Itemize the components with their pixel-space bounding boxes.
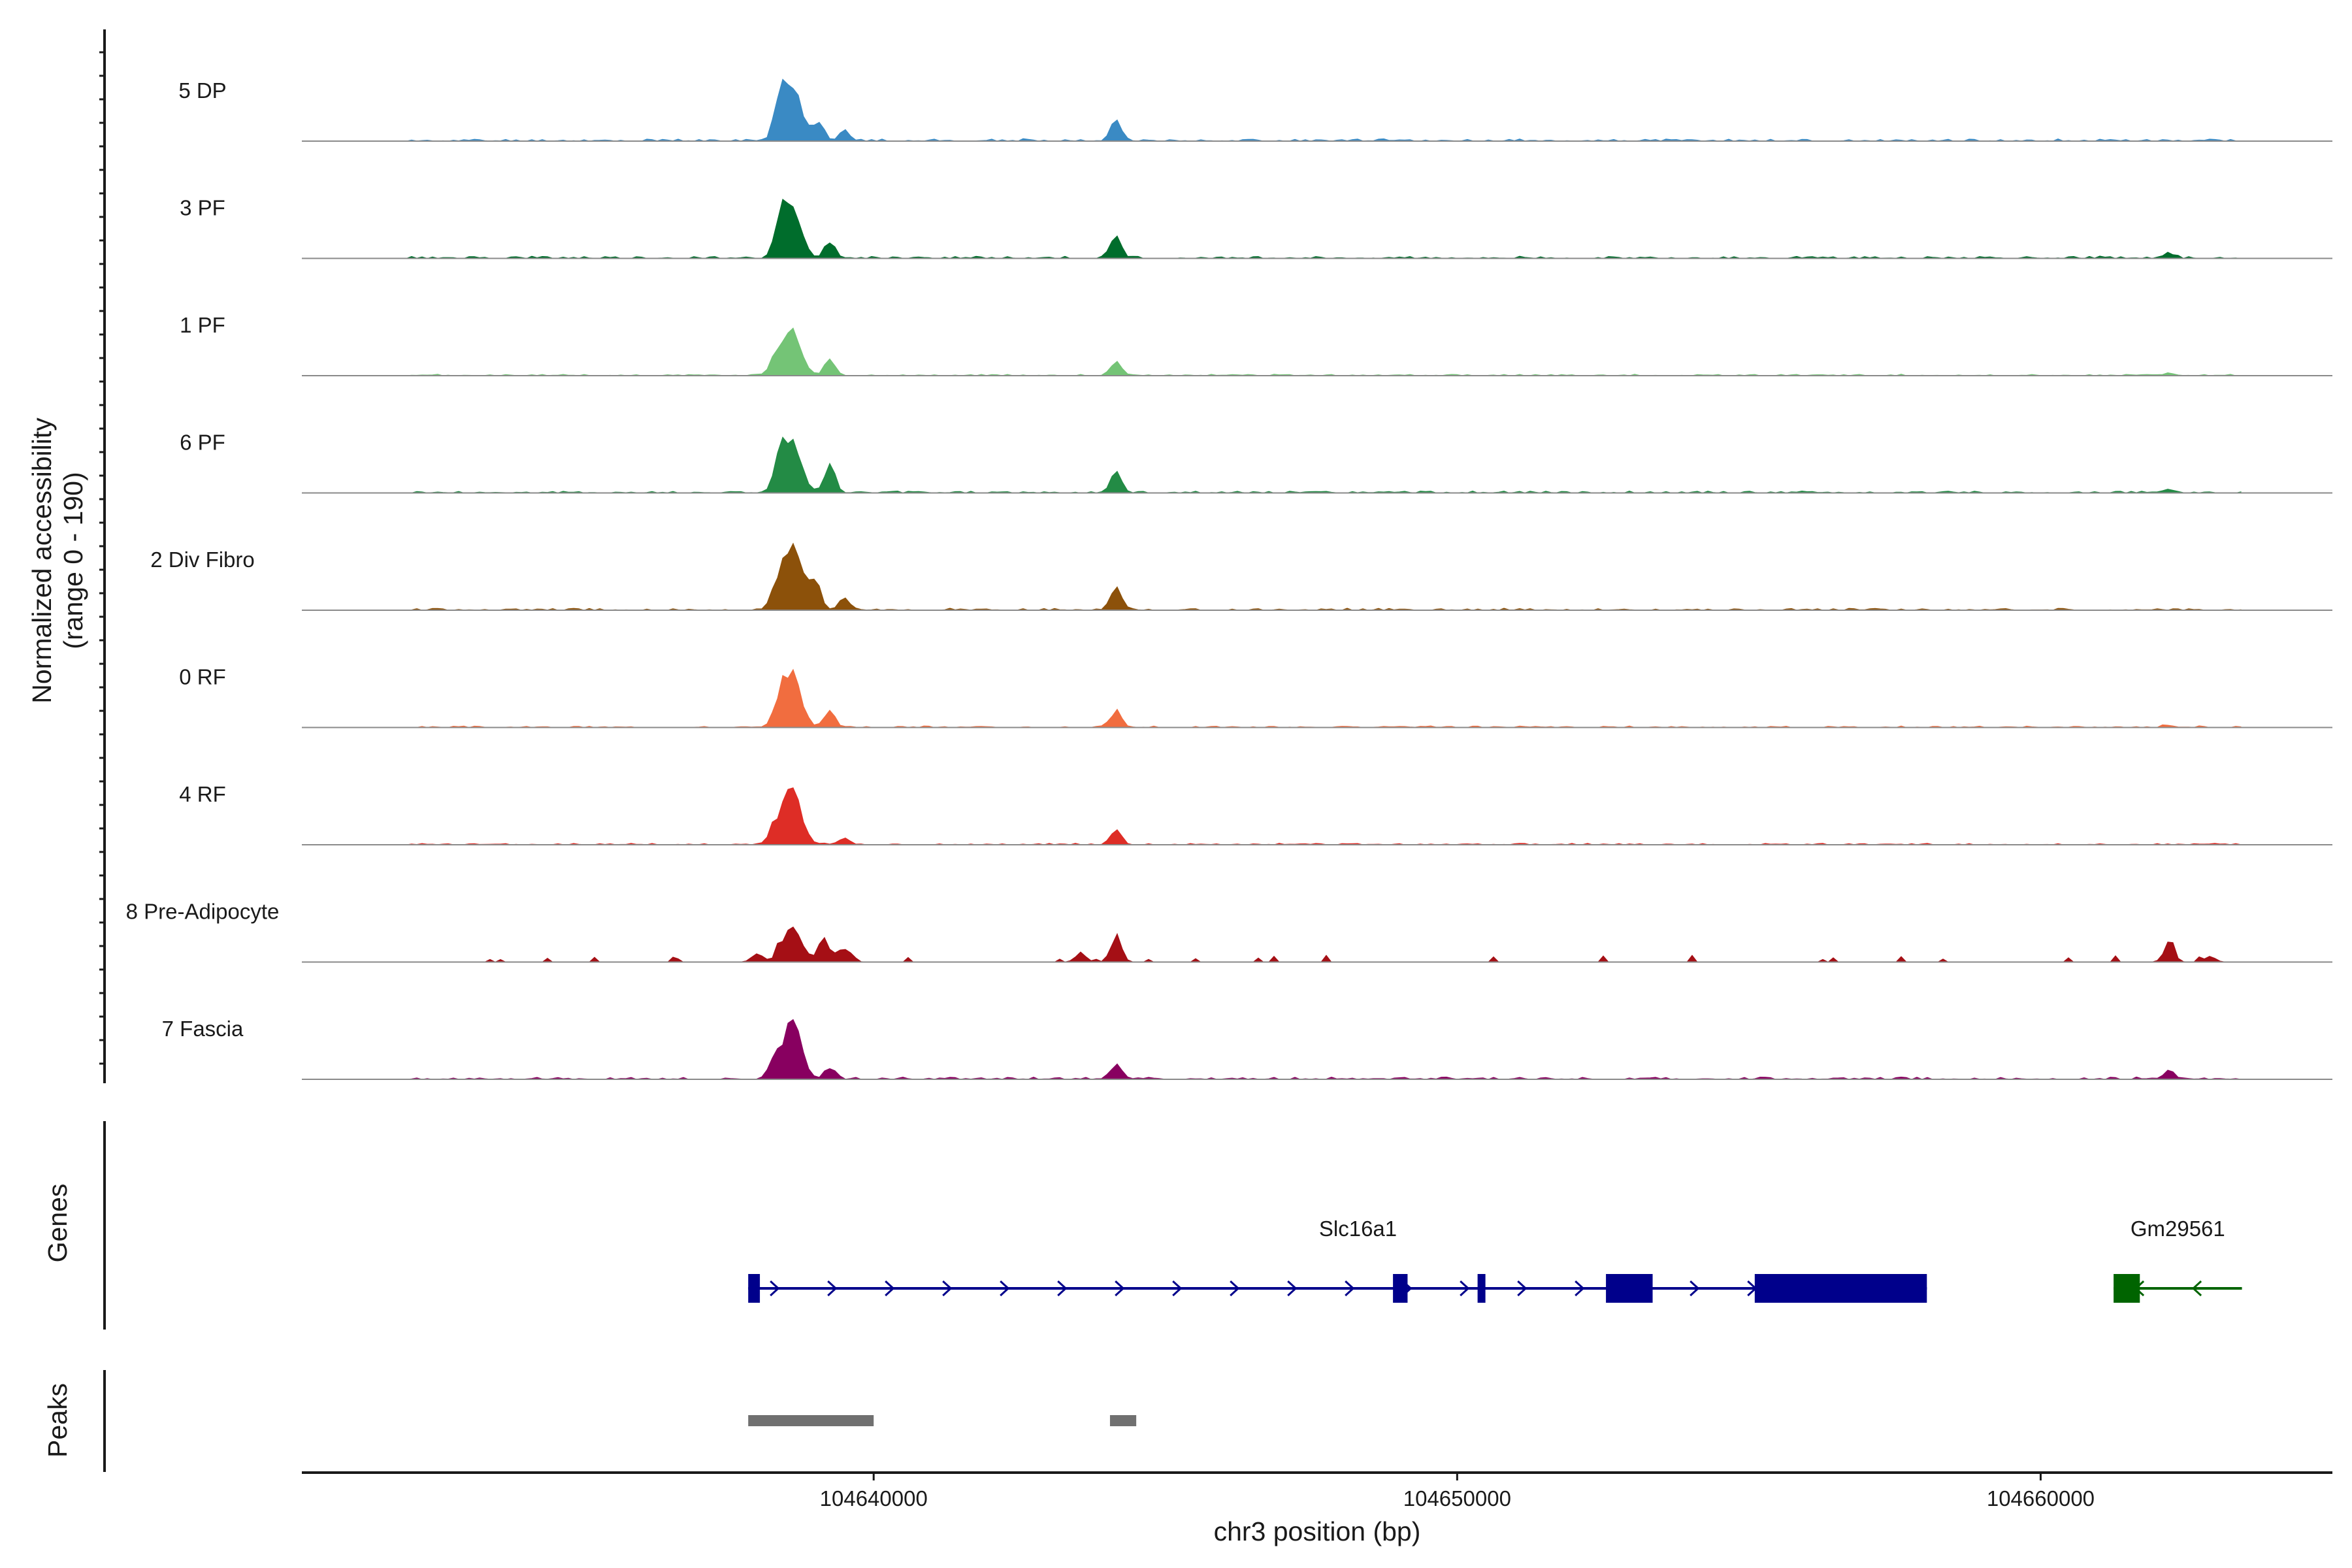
strand-arrow (827, 1280, 838, 1297)
track-label: 8 Pre-Adipocyte (126, 900, 280, 924)
strand-arrow (1172, 1280, 1183, 1297)
peaks-panel-label: Peaks (42, 1383, 73, 1458)
coverage-area-3 (302, 436, 2242, 494)
gene-label: Gm29561 (2131, 1217, 2225, 1241)
strand-arrow (942, 1280, 953, 1297)
strand-arrow (1057, 1280, 1068, 1297)
gene-exon (1754, 1274, 1927, 1303)
coverage-area-5 (302, 668, 2242, 728)
strand-arrow (2191, 1280, 2202, 1297)
peak-region (1109, 1415, 1137, 1426)
coverage-area-0 (302, 78, 2242, 142)
gene-exon (2114, 1274, 2140, 1303)
strand-arrow (1690, 1280, 1700, 1297)
coverage-tracks: 5 DP 3 PF 1 PF 6 PF 2 Div Fibro 0 RF 4 RF 8 Pre… (126, 78, 2332, 1080)
strand-arrow (770, 1280, 780, 1297)
strand-arrow (1575, 1280, 1585, 1297)
gene-exon (748, 1274, 760, 1303)
gene-exon (1606, 1274, 1653, 1303)
track-label: 4 RF (179, 782, 226, 806)
track-label: 1 PF (180, 313, 225, 337)
track-label: 5 DP (178, 78, 226, 103)
peak-region (748, 1415, 874, 1426)
x-axis-title: chr3 position (bp) (1214, 1516, 1421, 1546)
x-axis: chr3 position (bp) 104640000 104650000 104… (302, 1471, 2332, 1546)
strand-arrow (1517, 1280, 1527, 1297)
gene-label: Slc16a1 (1319, 1217, 1397, 1241)
coverage-area-7 (302, 926, 2241, 963)
y-axis-title-line2: (range 0 - 190) (58, 472, 88, 649)
gene-exon (1393, 1274, 1408, 1303)
strand-arrow (885, 1280, 895, 1297)
coverage-area-4 (302, 542, 2242, 611)
y-axis-title: Normalized accessibility (range 0 - 190) (27, 417, 88, 704)
genes-panel-label: Genes (42, 1184, 73, 1263)
coverage-area-2 (302, 327, 2241, 376)
x-tick-label: 104640000 (820, 1486, 928, 1511)
strand-arrow (1460, 1280, 1470, 1297)
strand-arrow (1230, 1280, 1240, 1297)
track-label: 3 PF (180, 196, 225, 220)
strand-arrow (1000, 1280, 1010, 1297)
strand-arrow (1115, 1280, 1125, 1297)
track-label: 2 Div Fibro (150, 547, 255, 572)
coverage-area-6 (302, 787, 2242, 845)
peaks-panel: Peaks (42, 1370, 1137, 1472)
left-axis (99, 29, 106, 1083)
track-label: 6 PF (180, 431, 225, 455)
gene-exon (1477, 1274, 1486, 1303)
strand-arrow (1345, 1280, 1355, 1297)
track-label: 0 RF (179, 665, 226, 689)
track-label: 7 Fascia (162, 1017, 244, 1041)
y-axis-title-line1: Normalized accessibility (27, 417, 57, 704)
strand-arrow (1287, 1280, 1298, 1297)
genes-panel: Genes Slc16a1 Gm29561 (42, 1121, 2242, 1330)
coverage-area-8 (302, 1019, 2242, 1080)
coverage-area-1 (302, 199, 2242, 259)
x-tick-label: 104650000 (1403, 1486, 1511, 1511)
x-tick-label: 104660000 (1987, 1486, 2095, 1511)
